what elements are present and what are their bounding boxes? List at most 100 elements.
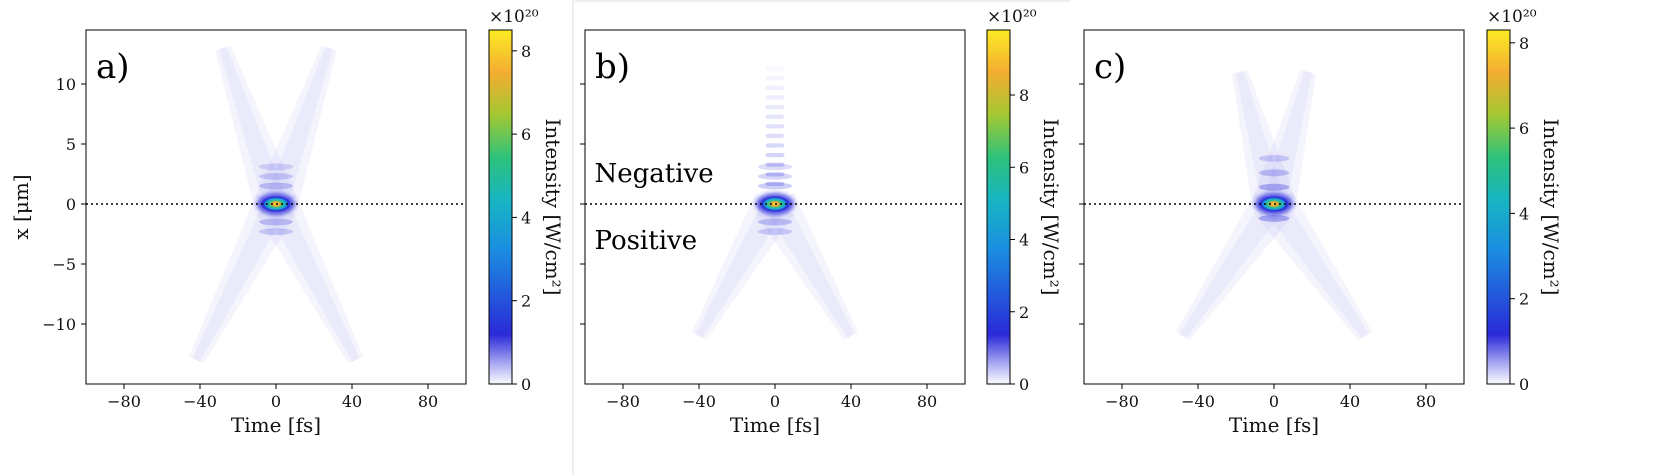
heatmap-fringe-band — [1258, 183, 1290, 191]
heatmap-fringe-band — [258, 218, 294, 226]
heatmap-arm-core-bottom-left — [1179, 197, 1284, 339]
heatmap-column-band — [765, 105, 785, 110]
colorbar-tick-label: 4 — [521, 208, 531, 227]
colorbar-label: Intensity [W/cm²] — [1539, 119, 1563, 296]
colorbar-tick-label: 8 — [521, 42, 531, 61]
x-tick-label: 0 — [271, 392, 281, 411]
colorbar-scale-label: ×10²⁰ — [1487, 7, 1537, 27]
heatmap-column-band — [765, 143, 785, 148]
heatmap-fringe-band — [757, 173, 793, 180]
heatmap-arm-core-bottom-right — [764, 197, 855, 338]
y-tick-label: 0 — [66, 195, 76, 214]
heatmap-arm-bottom-right — [256, 193, 363, 364]
heatmap-column-band — [765, 133, 785, 138]
heatmap-fringe-band — [258, 173, 294, 180]
colorbar-label: Intensity [W/cm²] — [1039, 119, 1063, 296]
heatmap-area — [692, 67, 858, 340]
y-tick-label: −10 — [42, 315, 76, 334]
colorbar-scale-label: ×10²⁰ — [987, 7, 1037, 27]
x-tick-label: 80 — [418, 392, 438, 411]
heatmap-arm-bottom-left — [1176, 191, 1293, 341]
x-tick-label: −40 — [682, 392, 716, 411]
colorbar — [488, 29, 513, 385]
heatmap-arm-core-top-right — [264, 46, 333, 208]
x-tick-label: 40 — [342, 392, 362, 411]
colorbar-tick-label: 8 — [1019, 86, 1029, 105]
heatmap-arm-bottom-left — [189, 193, 296, 364]
x-tick-label: 0 — [770, 392, 780, 411]
heatmap-column-band — [765, 172, 785, 177]
heatmap-column-band — [765, 114, 785, 119]
heatmap-fringe-band — [757, 182, 793, 190]
colorbar-tick-label: 6 — [1019, 158, 1029, 177]
heatmap-fringe-band — [1258, 155, 1290, 162]
colorbar-tick-label: 6 — [521, 125, 531, 144]
heatmap-arm-bottom-left — [692, 193, 795, 340]
colorbar-tick-label: 0 — [1519, 375, 1529, 394]
x-tick-label: 40 — [1340, 392, 1360, 411]
colorbar-tick-label: 4 — [1519, 204, 1529, 223]
heatmap-arm-bottom-right — [755, 193, 858, 340]
heatmap-arm-core-bottom-right — [1264, 197, 1369, 339]
colorbar-label: Intensity [W/cm²] — [541, 119, 565, 296]
heatmap-arm-bottom-right — [1255, 191, 1372, 341]
heatmap-arm-core-bottom-left — [192, 198, 287, 362]
panel-label: b) — [595, 47, 630, 87]
heatmap-fringe-band — [258, 163, 294, 171]
heatmap-column-band — [765, 95, 785, 100]
colorbar-tick-label: 6 — [1519, 119, 1529, 138]
heatmap-fringe-band — [757, 218, 793, 226]
x-tick-label: −80 — [107, 392, 141, 411]
panel-1: −80 −40 0 40 80 −10 −5 0 5 10 Time [fs] x [μm] a) 0 2 4… — [9, 7, 565, 437]
x-tick-label: 40 — [841, 392, 861, 411]
x-axis-label: Time [fs] — [730, 413, 820, 437]
heatmap-fringe-band — [757, 228, 793, 236]
x-tick-label: 0 — [1269, 392, 1279, 411]
x-axis-label: Time [fs] — [231, 413, 321, 437]
heatmap-column-band — [765, 76, 785, 81]
heatmap-arm-core-top-left — [219, 46, 288, 208]
heatmap-column-band — [765, 181, 785, 186]
x-tick-label: −80 — [1105, 392, 1139, 411]
heatmap-column-band — [765, 153, 785, 158]
heatmap-arm-top-left — [1232, 69, 1296, 210]
heatmap-fringe-band — [258, 182, 294, 190]
colorbar — [1486, 29, 1511, 385]
heatmap-arm-core-bottom-right — [265, 198, 360, 362]
colorbar-tick-label: 4 — [1019, 231, 1029, 250]
x-tick-label: −80 — [606, 392, 640, 411]
heatmap-arm-core-top-left — [1235, 70, 1286, 208]
colorbar — [986, 29, 1011, 385]
y-axis-label: x [μm] — [9, 174, 33, 239]
x-tick-label: −40 — [183, 392, 217, 411]
annotation-negative: Negative — [595, 159, 714, 189]
heatmap-arm-core-bottom-left — [695, 197, 786, 338]
x-tick-label: 80 — [1416, 392, 1436, 411]
colorbar-tick-label: 2 — [1519, 290, 1529, 309]
y-tick-label: 5 — [66, 135, 76, 154]
x-tick-label: 80 — [917, 392, 937, 411]
heatmap-arm-top-left — [215, 45, 297, 212]
colorbar-tick-label: 0 — [1019, 375, 1029, 394]
panel-label: a) — [96, 47, 130, 87]
colorbar-tick-label: 2 — [521, 292, 531, 311]
heatmap-column-band — [766, 67, 785, 71]
colorbar-tick-label: 2 — [1019, 303, 1029, 322]
heatmap-area — [189, 45, 363, 364]
colorbar-tick-label: 0 — [521, 375, 531, 394]
heatmap-arm-top-right — [1252, 69, 1316, 210]
heatmap-arm-core-top-right — [1262, 70, 1313, 208]
heatmap-column-band — [765, 85, 785, 90]
colorbar-tick-label: 8 — [1519, 34, 1529, 53]
x-axis-label: Time [fs] — [1229, 413, 1319, 437]
heatmap-fringe-band — [258, 228, 294, 236]
heatmap-arm-top-right — [255, 45, 337, 212]
panel-3: −80 −40 0 40 80 Time [fs] c) 0 2 4 6 8 ×10²⁰ Intensit… — [1079, 7, 1563, 437]
colorbar-scale-label: ×10²⁰ — [489, 7, 539, 27]
panel-2: −80 −40 0 40 80 Time [fs] b) Negative Positive 0 2… — [580, 7, 1063, 437]
y-tick-label: −5 — [52, 255, 76, 274]
heatmap-fringe-band — [1258, 215, 1290, 222]
x-tick-label: −40 — [1181, 392, 1215, 411]
annotation-positive: Positive — [595, 226, 698, 256]
